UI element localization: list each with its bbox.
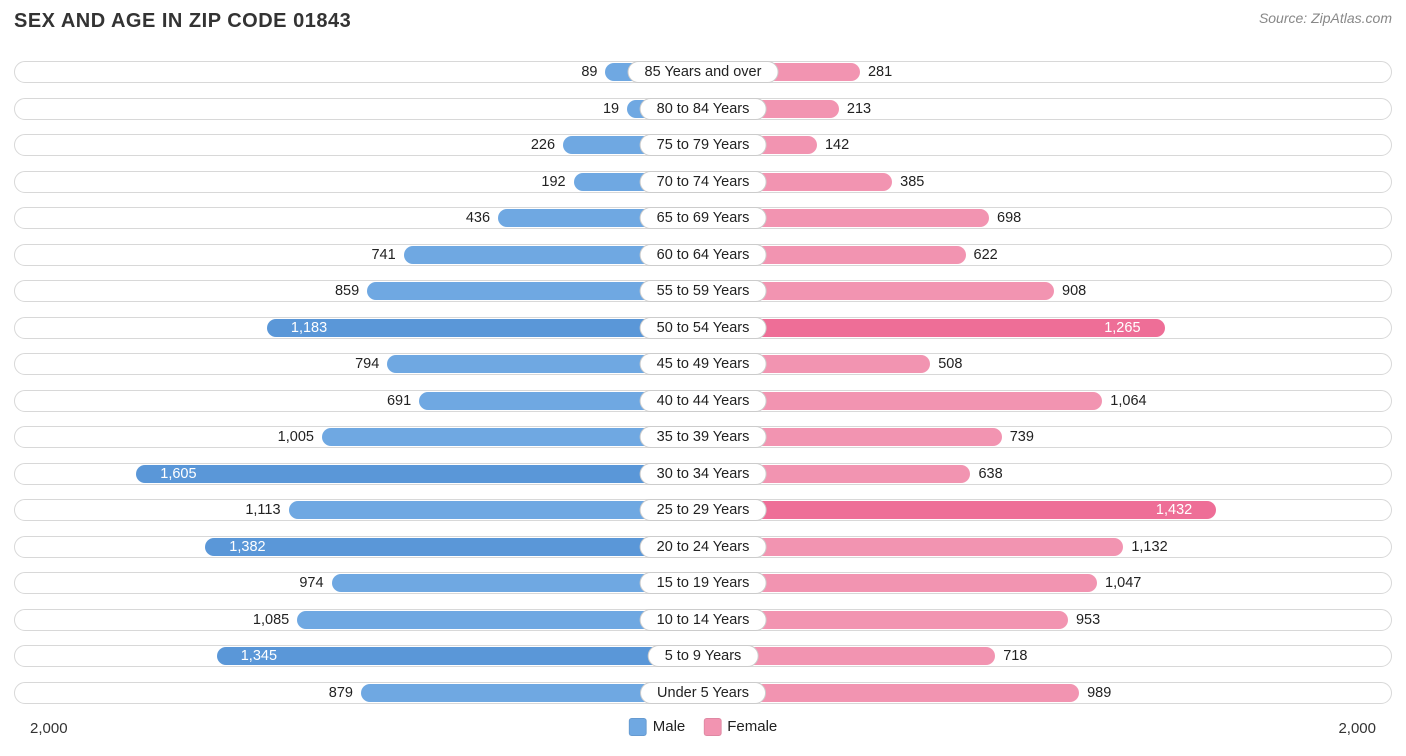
pyramid-row: 192 385 70 to 74 Years xyxy=(14,165,1392,199)
pyramid-row: 974 1,047 15 to 19 Years xyxy=(14,566,1392,600)
value-female: 908 xyxy=(1062,280,1086,302)
value-female: 622 xyxy=(974,244,998,266)
value-male: 794 xyxy=(355,353,379,375)
pyramid-row: 1,3457185 to 9 Years xyxy=(14,639,1392,673)
value-male: 226 xyxy=(531,134,555,156)
pyramid-row: 89 281 85 Years and over xyxy=(14,55,1392,89)
value-male: 89 xyxy=(581,61,597,83)
pyramid-row: 1,1831,26550 to 54 Years xyxy=(14,311,1392,345)
legend-label-female: Female xyxy=(727,718,777,735)
pyramid-row: 794 508 45 to 49 Years xyxy=(14,347,1392,381)
value-male: 1,605 xyxy=(148,463,703,485)
pyramid-row: 1,085 953 10 to 14 Years xyxy=(14,603,1392,637)
value-female: 1,265 xyxy=(703,317,1153,339)
value-female: 385 xyxy=(900,171,924,193)
value-male: 741 xyxy=(371,244,395,266)
value-female: 1,432 xyxy=(703,499,1204,521)
value-male: 974 xyxy=(299,572,323,594)
value-female: 953 xyxy=(1076,609,1100,631)
value-male: 1,113 xyxy=(245,499,280,521)
legend-swatch-female xyxy=(703,718,721,736)
chart-legend: Male Female xyxy=(629,718,778,736)
age-label: 85 Years and over xyxy=(628,61,779,83)
value-male: 19 xyxy=(603,98,619,120)
age-label: 10 to 14 Years xyxy=(640,609,767,631)
value-male: 1,005 xyxy=(278,426,314,448)
pyramid-row: 1,005 739 35 to 39 Years xyxy=(14,420,1392,454)
value-female: 739 xyxy=(1010,426,1034,448)
age-label: 70 to 74 Years xyxy=(640,171,767,193)
axis-label-left: 2,000 xyxy=(30,720,68,737)
pyramid-row: 741 622 60 to 64 Years xyxy=(14,238,1392,272)
age-label: 65 to 69 Years xyxy=(640,207,767,229)
age-label: 40 to 44 Years xyxy=(640,390,767,412)
pyramid-row: 226 142 75 to 79 Years xyxy=(14,128,1392,162)
legend-item-male: Male xyxy=(629,718,686,736)
value-male: 1,382 xyxy=(217,536,703,558)
population-pyramid-chart: 89 281 85 Years and over 19 213 80 to 84 Year… xyxy=(14,55,1392,710)
value-female: 698 xyxy=(997,207,1021,229)
value-male: 1,085 xyxy=(253,609,289,631)
value-female: 142 xyxy=(825,134,849,156)
value-female: 213 xyxy=(847,98,871,120)
value-female: 1,132 xyxy=(1131,536,1167,558)
pyramid-row: 691 1,064 40 to 44 Years xyxy=(14,384,1392,418)
legend-item-female: Female xyxy=(703,718,777,736)
pyramid-row: 859 908 55 to 59 Years xyxy=(14,274,1392,308)
chart-title: SEX AND AGE IN ZIP CODE 01843 xyxy=(14,10,351,33)
value-female: 281 xyxy=(868,61,892,83)
age-label: Under 5 Years xyxy=(640,682,766,704)
age-label: 15 to 19 Years xyxy=(640,572,767,594)
age-label: 55 to 59 Years xyxy=(640,280,767,302)
axis-label-right: 2,000 xyxy=(1338,720,1376,737)
pyramid-row: 879 989 Under 5 Years xyxy=(14,676,1392,710)
age-label: 45 to 49 Years xyxy=(640,353,767,375)
value-male: 691 xyxy=(387,390,411,412)
legend-label-male: Male xyxy=(653,718,686,735)
pyramid-row: 19 213 80 to 84 Years xyxy=(14,92,1392,126)
value-female: 1,064 xyxy=(1110,390,1146,412)
pyramid-row: 1,3821,13220 to 24 Years xyxy=(14,530,1392,564)
value-male: 1,183 xyxy=(279,317,703,339)
age-label: 80 to 84 Years xyxy=(640,98,767,120)
value-male: 1,345 xyxy=(229,645,703,667)
pyramid-row: 436 698 65 to 69 Years xyxy=(14,201,1392,235)
value-male: 436 xyxy=(466,207,490,229)
value-male: 859 xyxy=(335,280,359,302)
value-male: 879 xyxy=(329,682,353,704)
value-male: 192 xyxy=(541,171,565,193)
legend-swatch-male xyxy=(629,718,647,736)
value-female: 989 xyxy=(1087,682,1111,704)
value-female: 508 xyxy=(938,353,962,375)
pyramid-row: 1,60563830 to 34 Years xyxy=(14,457,1392,491)
pyramid-row: 1,1131,43225 to 29 Years xyxy=(14,493,1392,527)
value-female: 718 xyxy=(1003,645,1027,667)
value-female: 638 xyxy=(978,463,1002,485)
age-label: 75 to 79 Years xyxy=(640,134,767,156)
value-female: 1,047 xyxy=(1105,572,1141,594)
chart-source: Source: ZipAtlas.com xyxy=(1259,10,1392,26)
age-label: 60 to 64 Years xyxy=(640,244,767,266)
chart-header: SEX AND AGE IN ZIP CODE 01843 Source: Zi… xyxy=(14,10,1392,33)
chart-footer: 2,000 Male Female 2,000 xyxy=(14,716,1392,746)
age-label: 35 to 39 Years xyxy=(640,426,767,448)
